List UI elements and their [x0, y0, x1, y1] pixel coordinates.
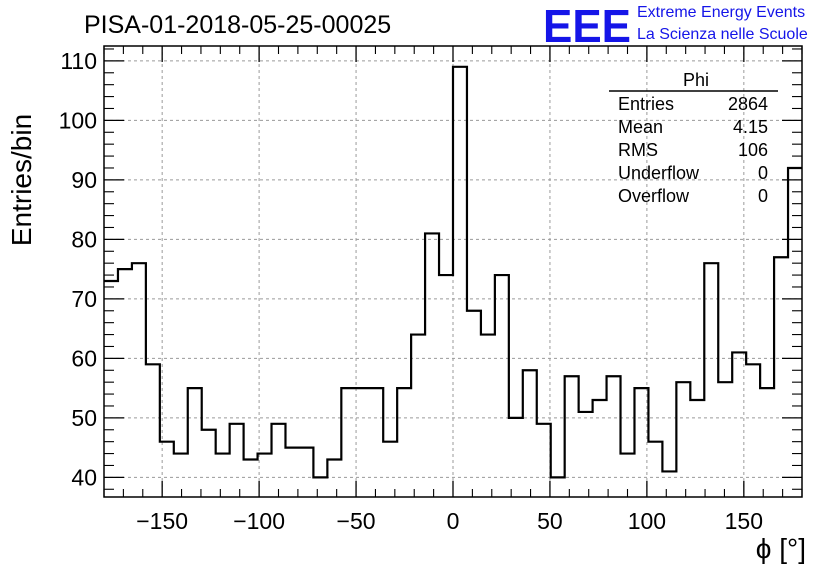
x-axis-label: ϕ [°]: [756, 533, 806, 564]
y-tick-label: 100: [59, 107, 97, 133]
chart-title: PISA-01-2018-05-25-00025: [84, 11, 391, 39]
y-tick-label: 80: [71, 226, 97, 252]
x-tick-label: 150: [725, 508, 763, 534]
y-tick-labels: 40 50 60 70 80 90 100 110: [59, 48, 97, 490]
stats-label-rms: RMS: [618, 140, 658, 160]
stats-label-underflow: Underflow: [618, 163, 700, 183]
stats-value-entries: 2864: [728, 94, 768, 114]
stats-label-entries: Entries: [618, 94, 674, 114]
histogram-series: [104, 65, 802, 479]
y-tick-label: 90: [71, 167, 97, 193]
logo-line-2: La Scienza nelle Scuole: [637, 26, 808, 43]
x-tick-label: 50: [537, 508, 563, 534]
stats-row-entries: Entries 2864: [618, 94, 768, 114]
x-tick-label: −50: [337, 508, 376, 534]
plot-frame: [103, 45, 803, 498]
y-tick-label: 70: [71, 286, 97, 312]
logo-line-1: Extreme Energy Events: [637, 4, 805, 21]
x-tick-label: −100: [233, 508, 285, 534]
eee-logo: EEE Extreme Energy Events La Scienza nel…: [543, 0, 808, 52]
x-tick-labels: −150 −100 −50 0 50 100 150: [136, 508, 763, 534]
x-tick-label: −150: [136, 508, 188, 534]
logo-mark: EEE: [543, 0, 631, 52]
y-axis-label: Entries/bin: [6, 114, 37, 246]
stats-label-overflow: Overflow: [618, 186, 690, 206]
stats-row-overflow: Overflow 0: [618, 186, 768, 206]
stats-value-rms: 106: [738, 140, 768, 160]
x-tick-label: 100: [628, 508, 666, 534]
stats-box: Phi Entries 2864 Mean 4.15 RMS 106 Under…: [609, 70, 778, 206]
stats-value-underflow: 0: [758, 163, 768, 183]
y-tick-label: 60: [71, 345, 97, 371]
stats-row-mean: Mean 4.15: [618, 117, 768, 137]
axis-ticks: [103, 46, 803, 497]
y-tick-label: 50: [71, 405, 97, 431]
stats-row-rms: RMS 106: [618, 140, 768, 160]
x-tick-label: 0: [447, 508, 460, 534]
stats-title: Phi: [683, 70, 709, 90]
stats-label-mean: Mean: [618, 117, 663, 137]
y-tick-label: 110: [60, 48, 97, 74]
stats-row-underflow: Underflow 0: [618, 163, 768, 183]
y-tick-label: 40: [71, 464, 97, 490]
stats-value-overflow: 0: [758, 186, 768, 206]
stats-value-mean: 4.15: [733, 117, 768, 137]
